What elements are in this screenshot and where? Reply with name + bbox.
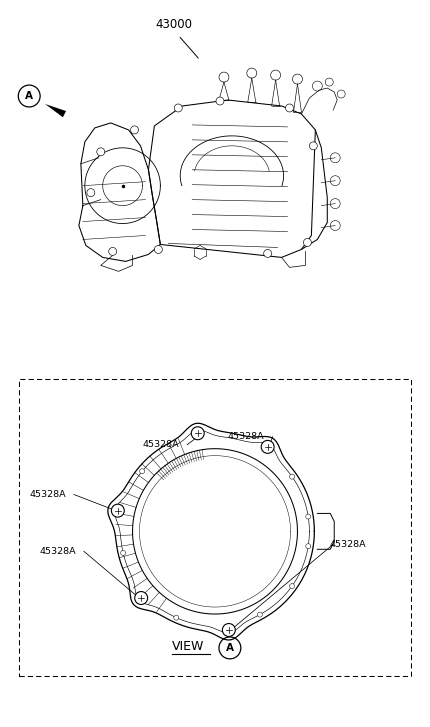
- Circle shape: [97, 148, 104, 156]
- Text: 45328A: 45328A: [29, 490, 66, 499]
- Circle shape: [309, 142, 316, 150]
- Circle shape: [120, 550, 125, 555]
- Circle shape: [289, 474, 294, 479]
- Text: A: A: [25, 91, 33, 101]
- Text: 43000: 43000: [155, 18, 192, 31]
- Circle shape: [222, 624, 235, 636]
- Polygon shape: [45, 104, 66, 117]
- Text: 45328A: 45328A: [329, 540, 365, 549]
- Circle shape: [285, 104, 293, 112]
- Circle shape: [130, 126, 138, 134]
- Circle shape: [86, 189, 95, 196]
- Circle shape: [108, 247, 117, 255]
- Circle shape: [174, 104, 182, 112]
- Circle shape: [135, 592, 147, 604]
- Text: 45328A: 45328A: [142, 440, 179, 449]
- Circle shape: [191, 427, 204, 440]
- Circle shape: [173, 615, 178, 620]
- Circle shape: [257, 612, 262, 617]
- Circle shape: [305, 514, 310, 519]
- Circle shape: [303, 238, 310, 246]
- Text: VIEW: VIEW: [172, 640, 204, 653]
- Circle shape: [139, 469, 144, 474]
- Circle shape: [289, 584, 294, 589]
- Text: 45328A: 45328A: [227, 433, 264, 441]
- Text: 45328A: 45328A: [39, 547, 76, 555]
- Circle shape: [305, 544, 310, 549]
- Text: A: A: [225, 643, 233, 653]
- Circle shape: [263, 249, 271, 257]
- Circle shape: [261, 441, 273, 454]
- Circle shape: [111, 504, 124, 517]
- Circle shape: [215, 97, 224, 105]
- Circle shape: [154, 246, 162, 254]
